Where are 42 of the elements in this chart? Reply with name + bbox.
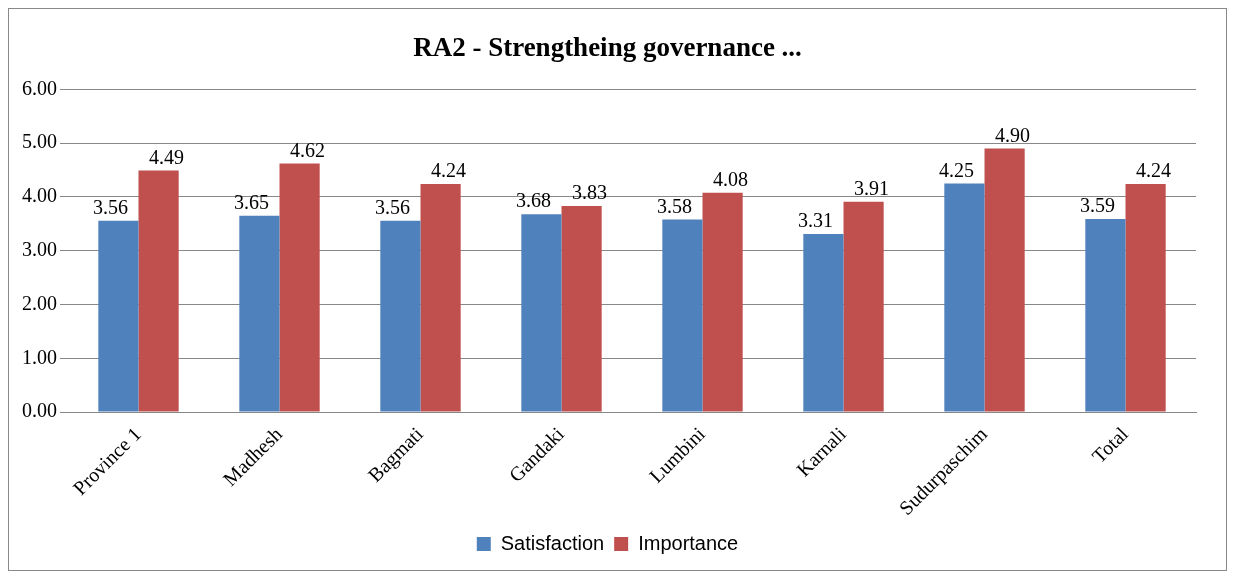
bar: [1125, 184, 1166, 412]
y-tick-label: 3.00: [22, 238, 57, 261]
y-tick-label: 5.00: [22, 130, 57, 153]
y-tick-label: 0.00: [22, 399, 57, 422]
y-tick-label: 6.00: [22, 76, 57, 99]
y-tick-label: 4.00: [22, 184, 57, 207]
bar: [702, 192, 743, 412]
bar: [1085, 219, 1126, 412]
data-label: 3.68: [515, 189, 551, 212]
legend-label: Importance: [638, 531, 739, 554]
bar: [662, 219, 703, 412]
bar: [803, 234, 844, 412]
data-label: 3.91: [854, 177, 890, 200]
chart-title: RA2 - Strengtheing governance ...: [413, 32, 802, 63]
data-label: 3.83: [572, 181, 608, 204]
bar: [521, 214, 562, 412]
bar: [561, 206, 602, 412]
y-tick-label: 2.00: [22, 291, 57, 314]
bar: [420, 184, 461, 412]
bar: [279, 163, 320, 412]
bar: [984, 148, 1025, 412]
data-label: 3.56: [374, 195, 410, 218]
bar: [843, 201, 884, 412]
data-label: 4.24: [1136, 159, 1172, 182]
data-label: 4.90: [995, 123, 1031, 146]
data-label: 4.49: [149, 145, 185, 168]
data-label: 3.31: [797, 209, 833, 232]
data-label: 4.62: [290, 138, 326, 161]
bar: [239, 215, 280, 412]
y-tick-label: 1.00: [22, 345, 57, 368]
bar: [138, 170, 179, 412]
data-label: 4.25: [938, 158, 974, 181]
data-label: 4.08: [713, 167, 749, 190]
data-label: 3.65: [233, 191, 269, 214]
data-label: 3.59: [1079, 194, 1115, 217]
legend-label: Satisfaction: [500, 531, 605, 554]
bar: [944, 183, 985, 412]
bar: [98, 220, 139, 412]
data-label: 3.58: [656, 194, 692, 217]
bar: [380, 220, 421, 412]
data-label: 3.56: [92, 195, 128, 218]
data-label: 4.24: [431, 159, 467, 182]
